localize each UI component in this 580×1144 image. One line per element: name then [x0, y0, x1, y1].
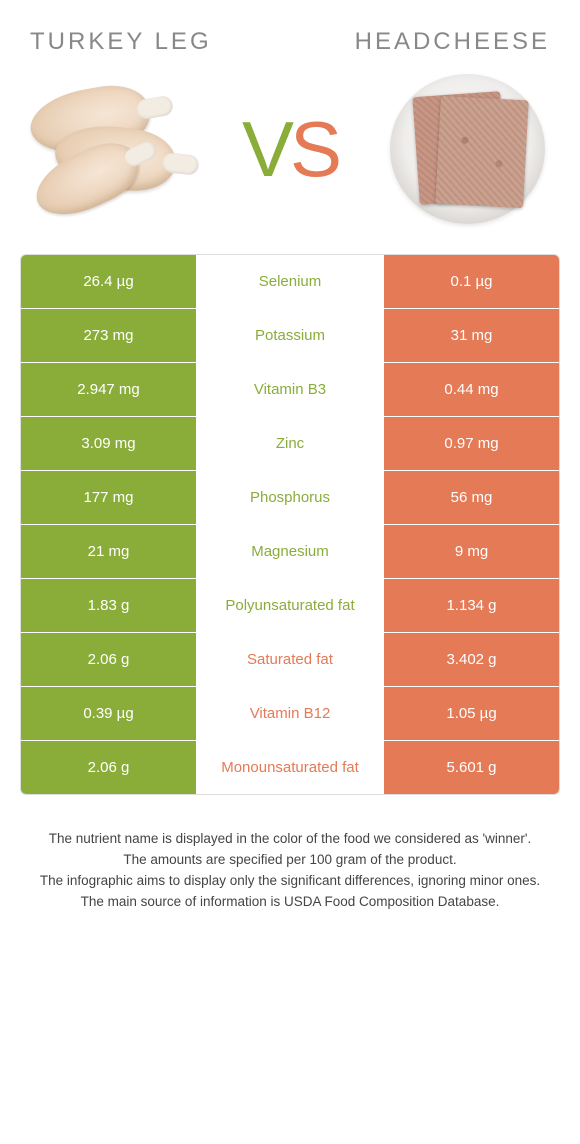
nutrient-name: Phosphorus	[196, 471, 384, 524]
footer-line-3: The infographic aims to display only the…	[26, 871, 554, 892]
left-value: 26.4 µg	[21, 255, 196, 308]
nutrient-name: Monounsaturated fat	[196, 741, 384, 794]
right-value: 9 mg	[384, 525, 559, 578]
left-value: 0.39 µg	[21, 687, 196, 740]
nutrient-name: Magnesium	[196, 525, 384, 578]
turkey-leg-icon	[25, 79, 200, 219]
nutrient-name: Selenium	[196, 255, 384, 308]
left-value: 177 mg	[21, 471, 196, 524]
hero-row: VS	[20, 74, 560, 254]
table-row: 0.39 µgVitamin B121.05 µg	[21, 687, 559, 741]
table-row: 2.06 gMonounsaturated fat5.601 g	[21, 741, 559, 794]
left-food-title: Turkey leg	[30, 28, 212, 56]
infographic-container: Turkey leg Headcheese VS 26.4 µgSelenium…	[0, 0, 580, 933]
table-row: 1.83 gPolyunsaturated fat1.134 g	[21, 579, 559, 633]
footer-line-2: The amounts are specified per 100 gram o…	[26, 850, 554, 871]
table-row: 21 mgMagnesium9 mg	[21, 525, 559, 579]
right-food-image	[380, 74, 555, 224]
right-value: 0.1 µg	[384, 255, 559, 308]
nutrient-name: Saturated fat	[196, 633, 384, 686]
footer-line-4: The main source of information is USDA F…	[26, 892, 554, 913]
headcheese-icon	[390, 74, 545, 224]
table-row: 2.06 gSaturated fat3.402 g	[21, 633, 559, 687]
right-value: 1.05 µg	[384, 687, 559, 740]
titles-row: Turkey leg Headcheese	[20, 28, 560, 74]
nutrient-name: Polyunsaturated fat	[196, 579, 384, 632]
nutrient-name: Vitamin B3	[196, 363, 384, 416]
right-value: 1.134 g	[384, 579, 559, 632]
right-value: 31 mg	[384, 309, 559, 362]
nutrient-name: Vitamin B12	[196, 687, 384, 740]
vs-s: S	[290, 105, 338, 193]
table-row: 177 mgPhosphorus56 mg	[21, 471, 559, 525]
right-value: 0.97 mg	[384, 417, 559, 470]
left-value: 1.83 g	[21, 579, 196, 632]
left-value: 2.06 g	[21, 741, 196, 794]
right-value: 0.44 mg	[384, 363, 559, 416]
footer-notes: The nutrient name is displayed in the co…	[20, 829, 560, 913]
left-value: 273 mg	[21, 309, 196, 362]
table-row: 26.4 µgSelenium0.1 µg	[21, 255, 559, 309]
nutrient-name: Zinc	[196, 417, 384, 470]
nutrient-table: 26.4 µgSelenium0.1 µg273 mgPotassium31 m…	[20, 254, 560, 795]
left-value: 2.947 mg	[21, 363, 196, 416]
left-value: 2.06 g	[21, 633, 196, 686]
left-value: 3.09 mg	[21, 417, 196, 470]
right-value: 5.601 g	[384, 741, 559, 794]
table-row: 273 mgPotassium31 mg	[21, 309, 559, 363]
right-value: 3.402 g	[384, 633, 559, 686]
vs-v: V	[242, 105, 290, 193]
left-value: 21 mg	[21, 525, 196, 578]
left-food-image	[25, 74, 200, 224]
table-row: 2.947 mgVitamin B30.44 mg	[21, 363, 559, 417]
table-row: 3.09 mgZinc0.97 mg	[21, 417, 559, 471]
footer-line-1: The nutrient name is displayed in the co…	[26, 829, 554, 850]
nutrient-name: Potassium	[196, 309, 384, 362]
vs-label: VS	[242, 104, 338, 195]
right-food-title: Headcheese	[355, 28, 550, 56]
right-value: 56 mg	[384, 471, 559, 524]
